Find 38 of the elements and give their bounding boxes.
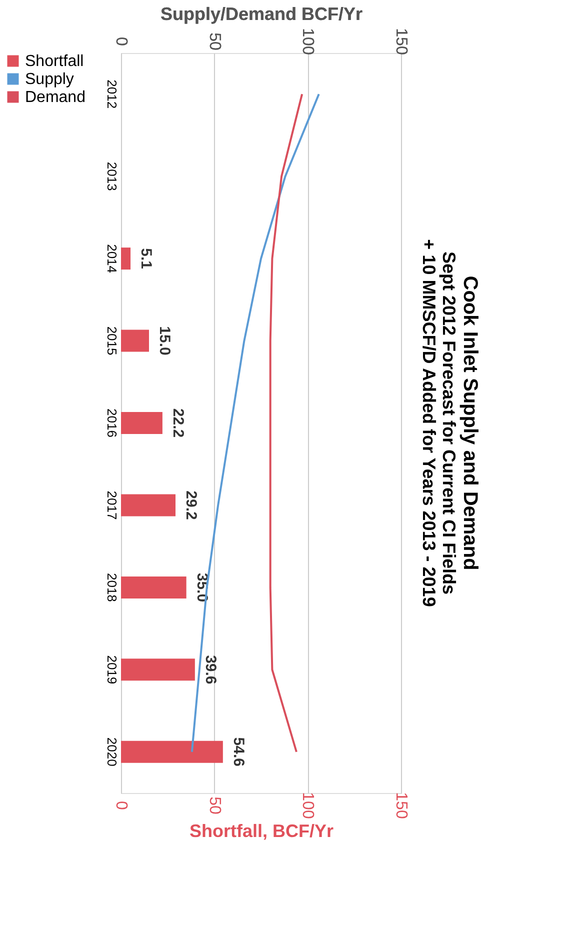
- text: + 10 MMSCF/D Added for Years 2013 - 2019: [419, 239, 439, 607]
- data-label: 22.2: [169, 408, 186, 438]
- x-tick-label: 150: [392, 792, 410, 819]
- data-label: 29.2: [182, 490, 200, 520]
- y-tick-label: 2019: [104, 655, 120, 684]
- bar: [121, 248, 131, 270]
- y-tick-label: 2014: [104, 244, 120, 274]
- x-tick-label: 0: [112, 801, 130, 810]
- data-label: 39.6: [202, 655, 219, 684]
- y-tick-label: 2018: [104, 572, 120, 602]
- bar: [121, 658, 195, 681]
- x2-tick-label: 100: [299, 28, 316, 55]
- x2-tick-label: 150: [392, 28, 410, 55]
- data-label: 5.1: [138, 248, 155, 269]
- x2-tick-label: 0: [112, 37, 130, 46]
- bar: [121, 740, 223, 763]
- y-tick-label: 2012: [104, 80, 120, 109]
- legend-label: Supply: [25, 71, 74, 88]
- bar: [121, 412, 162, 434]
- y-tick-label: 2017: [104, 490, 120, 520]
- text: Cook Inlet Supply and Demand: [459, 276, 481, 570]
- bar: [121, 576, 186, 598]
- y-tick-label: 2016: [104, 408, 120, 438]
- y-tick-label: 2013: [104, 162, 120, 191]
- data-label: 54.6: [230, 737, 247, 766]
- bar: [121, 494, 176, 516]
- text: Sept 2012 Forecast for Current CI Fields: [439, 251, 459, 595]
- x2-tick-label: 50: [206, 32, 223, 50]
- x-axis-title: Shortfall, BCF/Yr: [189, 820, 334, 841]
- bar: [121, 330, 149, 352]
- legend-label: Demand: [25, 89, 86, 106]
- y-tick-label: 2020: [104, 737, 120, 766]
- y-tick-label: 2015: [104, 326, 120, 356]
- legend-label: Shortfall: [25, 53, 84, 70]
- data-label: 15.0: [156, 326, 173, 356]
- x-tick-label: 100: [299, 792, 316, 819]
- x2-axis-title: Supply/Demand BCF/Yr: [160, 4, 363, 24]
- x-tick-label: 50: [206, 796, 223, 814]
